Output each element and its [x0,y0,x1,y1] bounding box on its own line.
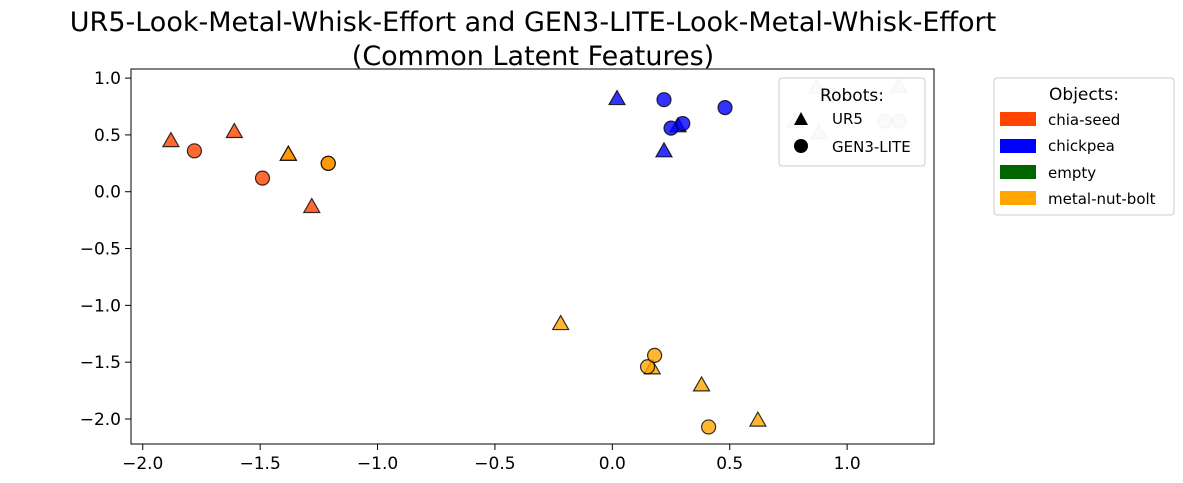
ur5-point-triangle [161,131,180,148]
gen3-lite-point-circle [639,359,656,375]
y-tick-label: −1.0 [80,296,121,316]
x-tick-label: 1.0 [834,454,861,474]
ur5-point-triangle [654,141,674,158]
ur5-point-triangle [302,197,321,214]
ur5-point-triangle [551,314,570,331]
ur5-point-triangle [225,122,244,139]
gen3-lite-point-circle [717,100,733,116]
x-tick-label: −0.5 [474,454,515,474]
ur5-legend-label: UR5 [832,110,863,128]
gen3-lite-point-circle [675,115,691,132]
x-axis: −2.0 −1.5 −1.0 −0.5 0.0 0.5 1.0 [122,444,861,474]
x-tick-label: 0.5 [716,454,743,474]
chickpea-swatch [1000,139,1036,153]
y-tick-label: −2.0 [80,410,121,430]
y-tick-label: 0.0 [94,183,121,203]
gen3-lite-point-circle [700,419,717,435]
ur5-point-triangle [279,145,298,161]
chart-title-line2: (Common Latent Features) [352,41,714,72]
chickpea-legend-label: chickpea [1048,137,1115,155]
metal-nut-bolt-legend-label: metal-nut-bolt [1048,190,1156,208]
robots-legend-title: Robots: [820,86,884,106]
y-tick-label: 1.0 [94,69,121,89]
robots-legend: Robots: UR5 GEN3-LITE [778,77,926,167]
gen3-lite-point-circle [320,155,336,171]
gen3-lite-point-circle [646,347,663,363]
y-axis: 1.0 0.5 0.0 −0.5 −1.0 −1.5 −2.0 [80,69,131,430]
x-tick-label: −1.5 [239,454,280,474]
ur5-legend-marker-icon [794,112,808,125]
plot-frame [130,68,935,445]
metal-nut-bolt-swatch [1000,191,1036,205]
objects-legend-box [993,77,1175,216]
empty-legend-label: empty [1048,164,1096,182]
gen3-lite-point-circle [254,170,271,186]
y-tick-label: 0.5 [94,126,121,146]
chia-seed-swatch [1000,112,1036,126]
gen3-lite-legend-marker-icon [794,139,808,153]
ur5-point-triangle [692,375,711,392]
gen3-lite-point-circle [186,143,202,159]
gen3-lite-point-circle [656,92,672,108]
ur5-point-triangle [607,89,627,106]
x-tick-label: 0.0 [599,454,626,474]
ur5-point-triangle [748,410,767,427]
chia-seed-legend-label: chia-seed [1048,111,1120,129]
empty-swatch [1000,165,1036,179]
y-tick-label: −1.5 [80,353,121,373]
y-tick-label: −0.5 [80,240,121,260]
objects-legend: Objects: chia-seed chickpea empty metal-… [993,77,1175,216]
robots-legend-box [778,77,926,167]
objects-legend-title: Objects: [1049,85,1119,105]
x-tick-label: −2.0 [122,454,163,474]
x-tick-label: −1.0 [357,454,398,474]
gen3-lite-legend-label: GEN3-LITE [832,138,911,156]
chart-title-line1: UR5-Look-Metal-Whisk-Effort and GEN3-LIT… [70,7,996,38]
